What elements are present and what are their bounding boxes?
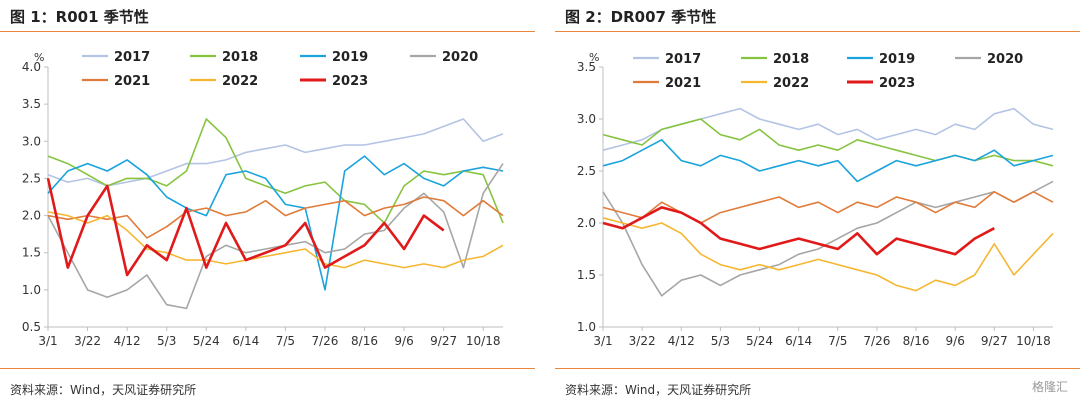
legend-label-2019: 2019 xyxy=(332,50,368,65)
watermark-logo: 格隆汇 xyxy=(1031,380,1068,394)
legend-label-2017: 2017 xyxy=(114,50,150,65)
series-line-2020 xyxy=(47,163,504,310)
x-tick-label: 6/14 xyxy=(785,334,812,348)
source-rule xyxy=(555,368,1080,369)
y-tick-label: 0.5 xyxy=(22,320,41,334)
series-line-2020 xyxy=(602,180,1054,297)
chart-panel-dr007: 图 2：DR007 季节性 % 1.0 1.5 2.0 2.5 3.0 3.5 3/1 3/22… xyxy=(555,0,1080,405)
legend-label-2018: 2018 xyxy=(222,50,258,65)
legend-label-2022: 2022 xyxy=(773,76,809,91)
x-tick-label: 9/6 xyxy=(394,334,413,348)
x-tick-label: 5/24 xyxy=(193,334,220,348)
title-rule xyxy=(0,31,535,32)
x-tick-label: 9/6 xyxy=(946,334,965,348)
series-line-2021 xyxy=(47,196,504,239)
chart-title: 图 2：DR007 季节性 xyxy=(565,8,717,26)
legend-label-2017: 2017 xyxy=(665,52,701,67)
y-unit-label: % xyxy=(589,51,599,64)
y-tick-label: 2.5 xyxy=(22,171,41,185)
series-line-2022 xyxy=(47,211,504,269)
legend-label-2023: 2023 xyxy=(332,74,368,89)
series-line-2019 xyxy=(602,139,1054,183)
series-line-2023 xyxy=(46,178,445,277)
source-note: 资料来源：Wind，天风证券研究所 xyxy=(10,383,197,397)
legend-label-2021: 2021 xyxy=(114,74,150,89)
y-tick-label: 4.0 xyxy=(22,60,41,74)
x-tick-label: 3/1 xyxy=(38,334,57,348)
y-tick-label: 3.0 xyxy=(577,112,596,126)
r001-chart: % 0.5 1.0 1.5 2.0 2.5 3.0 3.5 4.0 3/1 3/22 4/12 5/3 5… xyxy=(22,50,504,348)
legend-label-2018: 2018 xyxy=(773,52,809,67)
x-tick-label: 9/27 xyxy=(981,334,1008,348)
legend-label-2020: 2020 xyxy=(987,52,1023,67)
y-tick-label: 2.0 xyxy=(577,216,596,230)
series-line-2018 xyxy=(602,118,1054,167)
y-tick-label: 2.5 xyxy=(577,164,596,178)
y-tick-label: 1.5 xyxy=(22,246,41,260)
series-line-2017 xyxy=(47,118,504,187)
series-line-2022 xyxy=(602,217,1054,292)
legend-label-2023: 2023 xyxy=(879,76,915,91)
x-tick-label: 7/5 xyxy=(276,334,295,348)
source-note: 资料来源：Wind，天风证券研究所 xyxy=(565,383,752,397)
y-tick-label: 3.0 xyxy=(22,134,41,148)
x-tick-label: 5/24 xyxy=(746,334,773,348)
x-tick-label: 8/16 xyxy=(351,334,378,348)
series-line-2023 xyxy=(602,206,995,256)
y-unit-label: % xyxy=(34,51,44,64)
legend-label-2022: 2022 xyxy=(222,74,258,89)
x-tick-label: 7/5 xyxy=(828,334,847,348)
chart-panel-r001: 图 1：R001 季节性 % 0.5 1.0 1.5 2.0 2.5 3.0 3.5 4.0 3/… xyxy=(0,0,535,405)
y-tick-label: 3.5 xyxy=(577,60,596,74)
x-tick-label: 3/22 xyxy=(629,334,656,348)
legend-label-2021: 2021 xyxy=(665,76,701,91)
x-tick-label: 5/3 xyxy=(711,334,730,348)
y-tick-label: 1.0 xyxy=(577,320,596,334)
chart-title: 图 1：R001 季节性 xyxy=(10,8,149,26)
x-tick-label: 9/27 xyxy=(430,334,457,348)
series-line-2018 xyxy=(47,118,504,224)
series-line-2021 xyxy=(602,191,1054,224)
legend-label-2019: 2019 xyxy=(879,52,915,67)
x-tick-label: 3/1 xyxy=(593,334,612,348)
x-tick-label: 7/26 xyxy=(311,334,338,348)
x-tick-label: 4/12 xyxy=(114,334,141,348)
x-tick-label: 10/18 xyxy=(466,334,501,348)
x-tick-label: 6/14 xyxy=(232,334,259,348)
x-tick-label: 4/12 xyxy=(668,334,695,348)
series-line-2019 xyxy=(47,155,504,291)
x-tick-label: 3/22 xyxy=(74,334,101,348)
dr007-chart: % 1.0 1.5 2.0 2.5 3.0 3.5 3/1 3/22 4/12 5/3 5/24 6/1… xyxy=(577,51,1054,348)
y-tick-label: 1.0 xyxy=(22,283,41,297)
legend-label-2020: 2020 xyxy=(442,50,478,65)
x-tick-label: 5/3 xyxy=(157,334,176,348)
y-tick-label: 3.5 xyxy=(22,97,41,111)
source-rule xyxy=(0,368,535,369)
y-tick-label: 1.5 xyxy=(577,268,596,282)
x-tick-label: 8/16 xyxy=(903,334,930,348)
y-tick-label: 2.0 xyxy=(22,209,41,223)
x-tick-label: 7/26 xyxy=(863,334,890,348)
series-line-2017 xyxy=(602,107,1054,151)
x-tick-label: 10/18 xyxy=(1016,334,1051,348)
title-rule xyxy=(555,31,1080,32)
